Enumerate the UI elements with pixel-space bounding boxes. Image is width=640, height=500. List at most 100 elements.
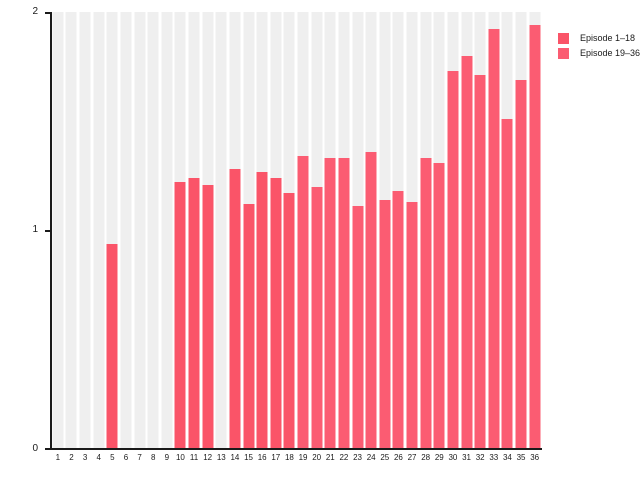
background-stripe — [134, 12, 146, 449]
background-stripe — [79, 12, 91, 449]
category-slot — [174, 12, 188, 449]
bar — [202, 184, 214, 449]
bar — [324, 158, 336, 449]
bar — [433, 162, 445, 449]
category-slot — [228, 12, 242, 449]
x-tick-label: 3 — [82, 453, 88, 462]
category-slot — [460, 12, 474, 449]
background-stripe — [161, 12, 173, 449]
legend-item-episode-19-36: Episode 19–36 — [558, 48, 640, 59]
y-tick-2 — [45, 12, 51, 14]
x-tick-label: 11 — [189, 453, 199, 462]
bar — [311, 186, 323, 449]
background-stripe — [52, 12, 64, 449]
x-tick-label: 33 — [489, 453, 499, 462]
legend-swatch-icon — [558, 33, 569, 44]
x-tick-label: 34 — [502, 453, 512, 462]
category-slot — [501, 12, 515, 449]
bar — [392, 191, 404, 449]
bar — [283, 193, 295, 449]
bar — [256, 171, 268, 449]
x-tick-label: 30 — [448, 453, 458, 462]
category-slot — [296, 12, 310, 449]
bar — [501, 119, 513, 449]
legend-label: Episode 19–36 — [580, 48, 640, 58]
category-slot — [487, 12, 501, 449]
plot-area — [51, 12, 542, 449]
x-tick-label: 24 — [366, 453, 376, 462]
background-stripe — [215, 12, 227, 449]
x-tick-label: 8 — [150, 453, 156, 462]
category-slot — [119, 12, 133, 449]
x-tick-label: 27 — [407, 453, 417, 462]
category-slot — [78, 12, 92, 449]
x-tick-label: 26 — [393, 453, 403, 462]
background-stripe — [65, 12, 77, 449]
y-tick-label-2: 2 — [32, 6, 38, 17]
x-tick-label: 5 — [110, 453, 115, 462]
category-slot — [187, 12, 201, 449]
x-tick-label: 1 — [55, 453, 61, 462]
bar — [338, 158, 350, 449]
x-tick-label: 4 — [96, 453, 101, 462]
background-stripe — [147, 12, 159, 449]
x-tick-label: 21 — [325, 453, 335, 462]
category-slot — [419, 12, 433, 449]
bar — [474, 75, 486, 449]
bar — [461, 55, 473, 449]
category-slot — [405, 12, 419, 449]
bar — [447, 71, 459, 449]
bar — [352, 206, 364, 449]
category-slot — [337, 12, 351, 449]
x-tick-label: 36 — [530, 453, 540, 462]
x-tick-label: 31 — [462, 453, 472, 462]
bar — [106, 243, 118, 449]
category-slot — [473, 12, 487, 449]
category-slot — [255, 12, 269, 449]
x-tick-label: 25 — [380, 453, 390, 462]
category-slot — [351, 12, 365, 449]
x-tick-label: 10 — [175, 453, 185, 462]
category-slot — [378, 12, 392, 449]
bar — [488, 29, 500, 449]
bar — [229, 169, 241, 449]
x-tick-label: 28 — [421, 453, 431, 462]
category-slot — [133, 12, 147, 449]
x-tick-label: 18 — [284, 453, 294, 462]
bar — [174, 182, 186, 449]
background-stripe — [106, 12, 118, 449]
category-slot — [528, 12, 542, 449]
x-tick-label: 13 — [216, 453, 226, 462]
bar — [420, 158, 432, 449]
y-tick-label-0: 0 — [32, 443, 38, 454]
bar — [529, 25, 541, 449]
bar — [379, 199, 391, 449]
x-tick-label: 9 — [164, 453, 170, 462]
category-slot — [201, 12, 215, 449]
category-slot — [242, 12, 256, 449]
x-tick-label: 35 — [516, 453, 526, 462]
x-tick-label: 2 — [69, 453, 74, 462]
legend-item-episode-1-18: Episode 1–18 — [558, 33, 640, 44]
bar — [188, 178, 200, 449]
category-slot — [269, 12, 283, 449]
x-tick-label: 22 — [339, 453, 349, 462]
legend-label: Episode 1–18 — [580, 33, 636, 43]
background-stripe — [120, 12, 132, 449]
category-slot — [310, 12, 324, 449]
x-tick-label: 19 — [298, 453, 308, 462]
x-tick-label: 12 — [203, 453, 213, 462]
category-slot — [433, 12, 447, 449]
x-tick-label: 17 — [271, 453, 281, 462]
y-tick-1 — [45, 230, 51, 232]
category-slot — [514, 12, 528, 449]
x-tick-label: 15 — [244, 453, 254, 462]
bar — [406, 202, 418, 449]
x-tick-label: 20 — [312, 453, 322, 462]
x-tick-label: 32 — [475, 453, 485, 462]
legend: Episode 1–18 Episode 19–36 — [558, 33, 640, 63]
x-axis-line — [45, 448, 542, 450]
category-slot — [324, 12, 338, 449]
bar — [515, 79, 527, 449]
